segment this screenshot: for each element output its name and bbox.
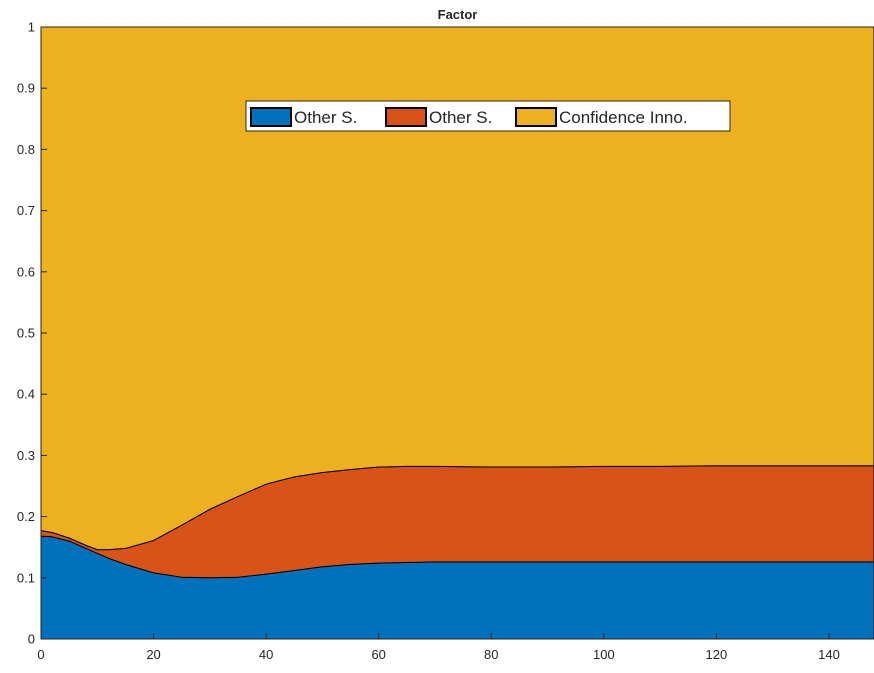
x-tick-label: 140 [818, 647, 840, 662]
x-tick-label: 60 [371, 647, 385, 662]
y-tick-label: 0.2 [17, 509, 35, 524]
legend: Other S. Other S. Confidence Inno. [245, 100, 731, 132]
x-tick-label: 100 [593, 647, 615, 662]
y-tick-label: 0.3 [17, 448, 35, 463]
chart-title: Factor [438, 7, 478, 22]
legend-swatch-3 [515, 107, 557, 127]
y-tick-label: 0.8 [17, 142, 35, 157]
y-tick-label: 0.1 [17, 570, 35, 585]
legend-label-3: Confidence Inno. [559, 108, 688, 127]
x-tick-label: 0 [37, 647, 44, 662]
legend-label-2: Other S. [429, 108, 492, 127]
legend-swatch-2 [385, 107, 427, 127]
legend-label-1: Other S. [294, 108, 357, 127]
y-tick-label: 1 [28, 20, 35, 35]
y-tick-label: 0.4 [17, 387, 35, 402]
x-tick-label: 80 [484, 647, 498, 662]
legend-swatch-1 [250, 107, 292, 127]
x-tick-label: 120 [706, 647, 728, 662]
y-tick-label: 0.9 [17, 81, 35, 96]
y-tick-label: 0.7 [17, 203, 35, 218]
x-tick-label: 20 [146, 647, 160, 662]
y-tick-label: 0 [28, 632, 35, 647]
x-tick-label: 40 [259, 647, 273, 662]
legend-box [245, 100, 731, 132]
axes-layer: 0 20 40 60 80 100 120 140 0 0.1 0.2 0.3 0.4 0.5 0.6 0.7… [17, 20, 874, 662]
y-tick-label: 0.6 [17, 264, 35, 279]
areas-layer [40, 26, 874, 640]
y-tick-label: 0.5 [17, 326, 35, 341]
